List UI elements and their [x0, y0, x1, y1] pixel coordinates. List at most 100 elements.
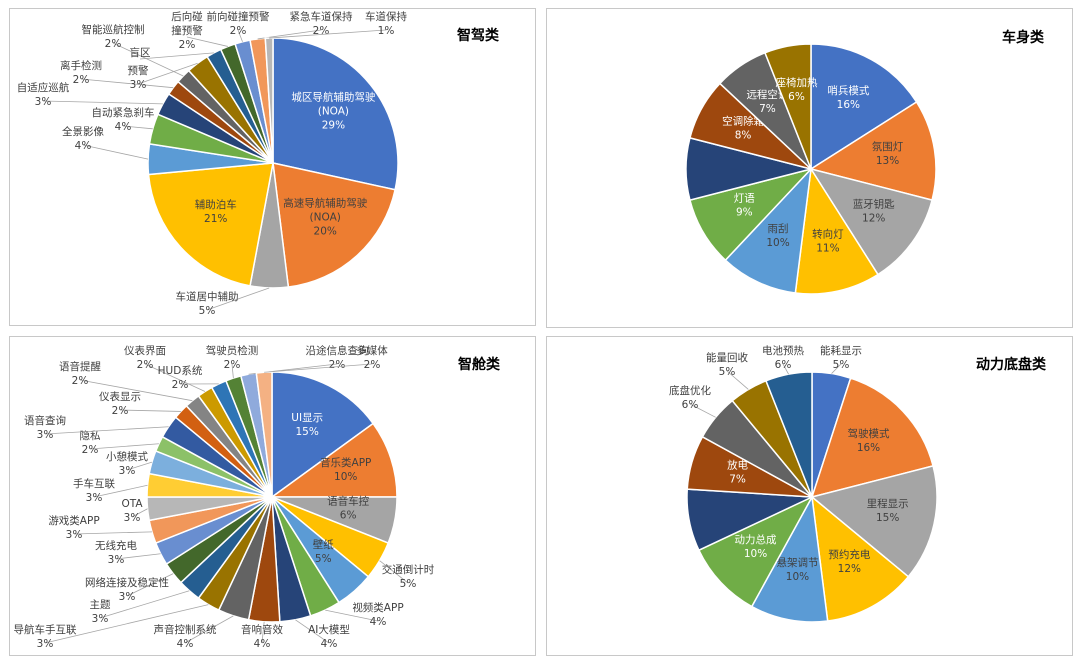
slice-label: 全景影像 4% — [62, 125, 104, 152]
leader-line — [264, 363, 373, 373]
slice-label: 悬架调节 10% — [776, 557, 818, 583]
slice-label: UI显示 15% — [291, 412, 323, 438]
leader-line — [831, 363, 842, 374]
chart-panel-adas: 智驾类 城区导航辅助驾驶(NOA) 29% 高速导航辅助驾驶(NOA) 20% 车道居中… — [9, 8, 536, 326]
slice-label: 能耗显示 5% — [820, 344, 862, 371]
slice-label: 预警 3% — [128, 64, 149, 91]
slice-label: 视频类APP 4% — [352, 601, 403, 628]
leader-line — [186, 36, 228, 47]
slice-label: 小憩模式 3% — [106, 450, 148, 477]
slice-label: OTA 3% — [121, 498, 143, 524]
slice-label: 预约充电 12% — [828, 548, 870, 575]
slice-label: 隐私 2% — [80, 430, 101, 456]
slice-label: 自动紧急刹车 4% — [92, 106, 155, 133]
slice-label: 音乐类APP 10% — [320, 456, 371, 483]
slice-label: 语音提醒 2% — [59, 360, 101, 387]
slice-label: 导航车手互联 3% — [14, 623, 77, 650]
pie-slice — [810, 377, 934, 499]
slice-label: 多媒体 2% — [356, 344, 388, 371]
slice-label: 里程显示 15% — [867, 498, 909, 524]
slice-label: 能量回收 5% — [706, 351, 748, 378]
slice-label: 无线充电 3% — [95, 539, 137, 566]
chart-panel-body: 车身类 哨兵模式 16% 氛围灯 13% 蓝牙钥匙 12% 转向灯 11% 雨刮 10% 灯语 9% 空… — [546, 8, 1073, 328]
leader-line — [119, 409, 181, 412]
leader-line — [689, 403, 716, 418]
slice-label: 哨兵模式 16% — [827, 84, 869, 111]
chart-panel-powertrain: 动力底盘类 能耗显示 5% 驾驶模式 16% 里程显示 15% 预约充电 12% 悬架调节 10%… — [546, 336, 1073, 656]
leader-line — [122, 125, 153, 130]
pie-slice — [794, 166, 880, 295]
slice-label: 辅助泊车 21% — [195, 198, 237, 225]
leader-line — [89, 443, 159, 450]
slice-label: 驾驶模式 16% — [847, 427, 889, 454]
leader-line — [115, 553, 161, 560]
chart-title: 动力底盘类 — [976, 357, 1046, 373]
slice-label: 语音车控 6% — [327, 495, 369, 522]
pie-slice — [724, 166, 813, 294]
pie-slice — [810, 43, 918, 171]
leader-line — [379, 560, 409, 584]
leader-line — [325, 609, 379, 622]
pie-slice — [810, 465, 938, 578]
pie-chart-adas: 城区导航辅助驾驶(NOA) 29% 高速导航辅助驾驶(NOA) 20% 车道居中辅助 5%… — [17, 10, 408, 317]
leader-line — [112, 42, 184, 77]
slice-label: 智能巡航控制 2% — [82, 23, 145, 50]
leader-line — [126, 461, 153, 471]
slice-label: 转向灯 11% — [812, 228, 844, 255]
slice-label: 自适应巡航 3% — [17, 81, 70, 108]
leader-line — [206, 287, 270, 311]
leader-line — [73, 531, 152, 535]
slice-label: 壁纸 5% — [313, 538, 334, 565]
slice-label: 沿途信息查询 2% — [306, 344, 369, 371]
slice-label: 网络连接及稳定性 3% — [85, 576, 169, 603]
pie-slice — [809, 167, 933, 276]
leader-line — [237, 29, 243, 42]
slice-label: 盲区 — [130, 46, 151, 59]
chart-panel-cockpit: 智舱类 UI显示 15% 音乐类APP 10% 语音车控 6% 交通倒计时 5% 壁纸 5% 视频类… — [9, 336, 536, 656]
pie-chart-powertrain: 能耗显示 5% 驾驶模式 16% 里程显示 15% 预约充电 12% 悬架调节 10%动力总成 10… — [669, 344, 938, 623]
slice-label: 手车互联 3% — [73, 477, 115, 504]
leader-line — [79, 379, 193, 402]
slice-label: 前向碰撞预警 2% — [207, 10, 270, 37]
leader-line — [93, 484, 148, 498]
slice-label: 空调除霜 8% — [722, 115, 764, 142]
slice-label: 远程空调 7% — [746, 88, 788, 115]
leader-line — [131, 508, 148, 518]
slice-label: 灯语 9% — [734, 192, 756, 218]
slice-label: 车道居中辅助 5% — [176, 290, 239, 317]
leader-line — [44, 426, 169, 435]
slice-label: 底盘优化 6% — [669, 384, 711, 411]
leader-line — [80, 78, 174, 89]
leader-line — [42, 100, 163, 105]
slice-label: 声音控制系统 4% — [154, 623, 217, 650]
chart-title: 智驾类 — [457, 28, 499, 44]
leader-line — [44, 604, 209, 644]
chart-title: 车身类 — [1002, 30, 1044, 46]
slice-label: 动力总成 10% — [735, 533, 777, 560]
leader-line — [126, 573, 174, 597]
pie-slice — [272, 37, 399, 191]
leader-line — [726, 370, 749, 390]
slice-label: 驾驶员检测 2% — [206, 344, 259, 371]
pie-slice — [697, 495, 814, 608]
slice-label: 蓝牙钥匙 12% — [853, 198, 895, 225]
slice-label: 音响音效 4% — [241, 623, 283, 650]
slice-label: 雨刮 10% — [766, 222, 789, 249]
leader-line — [269, 29, 387, 39]
leader-line — [139, 52, 214, 60]
slice-label: 氛围灯 13% — [872, 140, 904, 167]
slice-label: 高速导航辅助驾驶(NOA) 20% — [283, 196, 367, 237]
slice-label: 车道保持 1% — [365, 10, 407, 37]
leader-line — [99, 590, 190, 619]
pie-slice — [269, 422, 398, 498]
slice-label: 座椅加热 6% — [775, 76, 817, 103]
slice-label: 电池预热 6% — [762, 344, 804, 371]
slice-label: 交通倒计时 5% — [382, 563, 435, 590]
leader-line — [261, 621, 265, 644]
slice-label: 离手检测 2% — [60, 59, 102, 86]
leader-line — [137, 62, 198, 85]
pie-slice — [809, 100, 937, 201]
slice-label: 仪表界面 2% — [124, 344, 166, 371]
slice-label: 城区导航辅助驾驶(NOA) 29% — [291, 90, 375, 131]
pie-slice — [271, 371, 375, 499]
